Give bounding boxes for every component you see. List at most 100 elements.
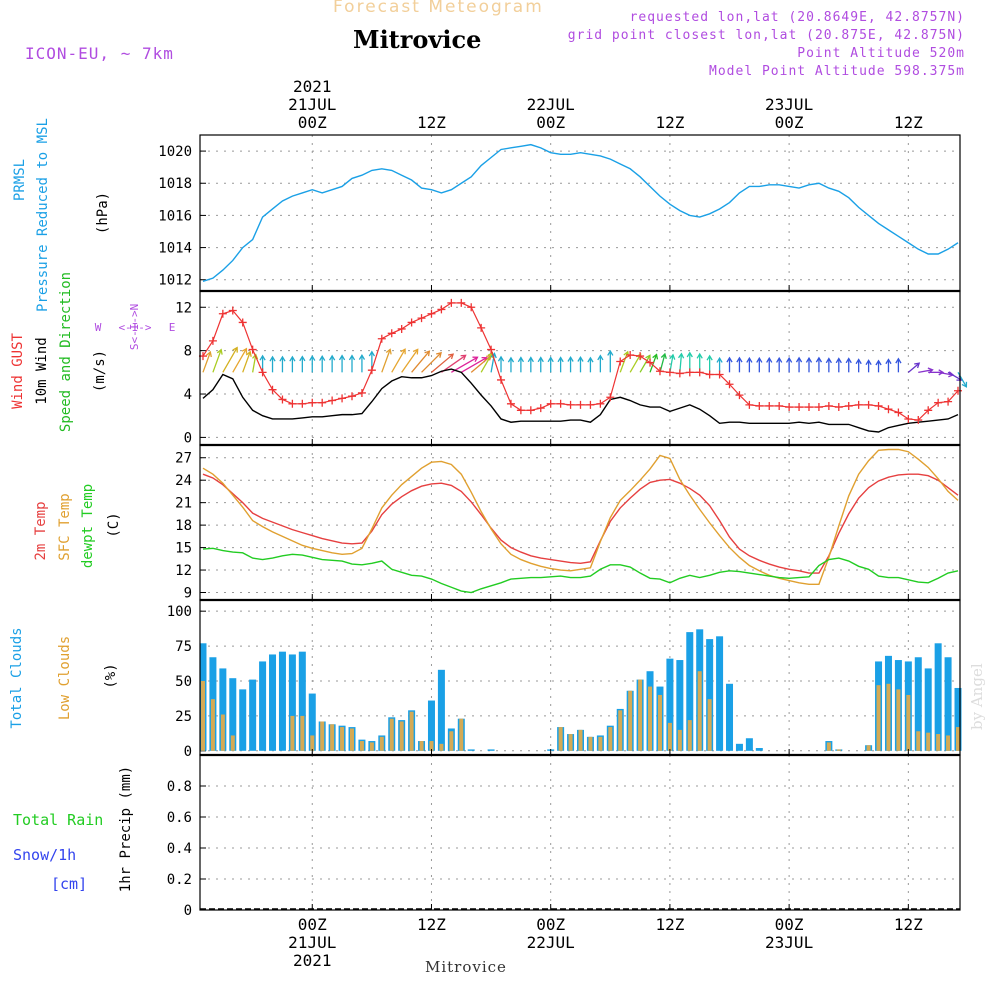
gust-marker xyxy=(894,408,903,417)
gust-marker xyxy=(397,324,406,333)
low-cloud-bar xyxy=(628,690,633,751)
y-tick-label: 0.2 xyxy=(167,872,192,888)
wind-arrow-head xyxy=(597,354,604,361)
gust-marker xyxy=(447,298,456,307)
wind-arrow-head xyxy=(961,381,968,388)
wind-arrow-head xyxy=(895,357,902,364)
low-cloud-bar xyxy=(836,749,841,751)
gust-marker xyxy=(536,404,545,413)
total-cloud-bar xyxy=(726,683,734,751)
gust-marker xyxy=(725,380,734,389)
gust-marker xyxy=(387,329,396,338)
gust-marker xyxy=(715,370,724,379)
gust-marker xyxy=(258,368,267,377)
wind-arrow-head xyxy=(385,348,392,355)
gust-marker xyxy=(655,367,664,376)
wind-arrow-head xyxy=(669,353,676,360)
gust-marker xyxy=(685,368,694,377)
ylabel-gust: Wind GUST xyxy=(10,333,26,409)
wind-arrow-head xyxy=(736,356,743,363)
label-total-rain: Total Rain xyxy=(13,811,103,829)
gust-marker xyxy=(218,309,227,318)
low-cloud-bar xyxy=(310,735,315,751)
gust-marker xyxy=(675,369,684,378)
y-tick-label: 18 xyxy=(175,518,192,534)
wind-arrow-head xyxy=(206,350,212,358)
wind-arrow xyxy=(421,352,442,373)
y-tick-label: 0 xyxy=(184,744,192,760)
gust-marker xyxy=(904,414,913,423)
gust-marker xyxy=(248,345,257,354)
low-cloud-bar xyxy=(389,718,394,751)
gust-marker xyxy=(268,385,277,394)
wind-arrow-head xyxy=(490,352,497,359)
total-cloud-bar xyxy=(934,643,942,751)
gust-marker xyxy=(785,403,794,412)
wind-arrow xyxy=(938,371,954,376)
wind-arrow xyxy=(659,353,666,373)
low-cloud-bar xyxy=(648,686,653,751)
gust-marker xyxy=(934,398,943,407)
wind-arrow xyxy=(460,357,487,373)
low-cloud-bar xyxy=(320,721,325,751)
gust-marker xyxy=(874,401,883,410)
low-cloud-bar xyxy=(439,743,444,751)
y-tick-label: 0 xyxy=(184,903,192,919)
wind-arrow-head xyxy=(424,350,431,357)
low-cloud-bar xyxy=(667,722,672,751)
wind-arrow-head xyxy=(507,356,515,363)
bottom-time-label: 00Z xyxy=(775,915,804,934)
gust-marker xyxy=(824,401,833,410)
gust-marker xyxy=(427,309,436,318)
pressure-line xyxy=(202,143,959,283)
wind-arrow-head xyxy=(726,356,733,363)
total-cloud-bar xyxy=(239,689,247,751)
total-cloud-bar xyxy=(427,700,435,751)
gust-marker xyxy=(705,370,714,379)
wind-arrow-head xyxy=(577,355,584,362)
total-cloud-bar xyxy=(735,743,743,751)
wind-arrow-head xyxy=(537,356,544,363)
sfc-temp-line xyxy=(202,448,959,585)
wind-arrow xyxy=(441,354,466,373)
wind10-line xyxy=(202,368,959,433)
ylabel-wind10: 10m Wind xyxy=(34,337,50,404)
bottom-time-label: 12Z xyxy=(417,915,446,934)
wind-arrow-head xyxy=(289,355,296,362)
gust-marker xyxy=(755,401,764,410)
gust-marker xyxy=(487,345,496,354)
wind-arrow-head xyxy=(241,347,248,354)
total-cloud-bar xyxy=(219,668,227,751)
total-cloud-bar xyxy=(437,669,445,751)
gust-marker xyxy=(735,391,744,400)
top-time-label: 2021 xyxy=(293,77,332,96)
wind-arrow-head xyxy=(232,346,238,353)
wind-arrow-head xyxy=(885,358,892,365)
low-cloud-bar xyxy=(578,729,583,751)
low-cloud-bar xyxy=(290,715,295,751)
low-cloud-bar xyxy=(896,689,901,751)
y-tick-label: 1012 xyxy=(158,273,192,289)
gust-marker xyxy=(467,303,476,312)
gust-marker xyxy=(457,298,466,307)
y-tick-label: 0.4 xyxy=(167,841,192,857)
bottom-time-label: 00Z xyxy=(536,915,565,934)
low-cloud-bar xyxy=(300,715,305,751)
y-tick-label: 15 xyxy=(175,541,192,557)
ylabel-celsius: (C) xyxy=(106,512,122,537)
wind-arrow xyxy=(679,353,683,373)
ylabel-temp2m: 2m Temp xyxy=(33,501,49,560)
top-time-label: 21JUL xyxy=(288,95,336,114)
gust-marker xyxy=(556,399,565,408)
gust-marker xyxy=(308,398,317,407)
location-title: Mitrovice xyxy=(353,25,482,54)
total-cloud-bar xyxy=(716,636,724,751)
y-tick-label: 100 xyxy=(167,604,192,620)
wind-arrow-head xyxy=(252,353,259,360)
top-time-label: 00Z xyxy=(775,113,804,132)
bottom-time-label: 2021 xyxy=(293,951,332,970)
wind-arrow-head xyxy=(652,353,659,360)
gust-marker xyxy=(646,358,655,367)
gust-marker xyxy=(546,399,555,408)
total-cloud-bar xyxy=(269,654,277,751)
